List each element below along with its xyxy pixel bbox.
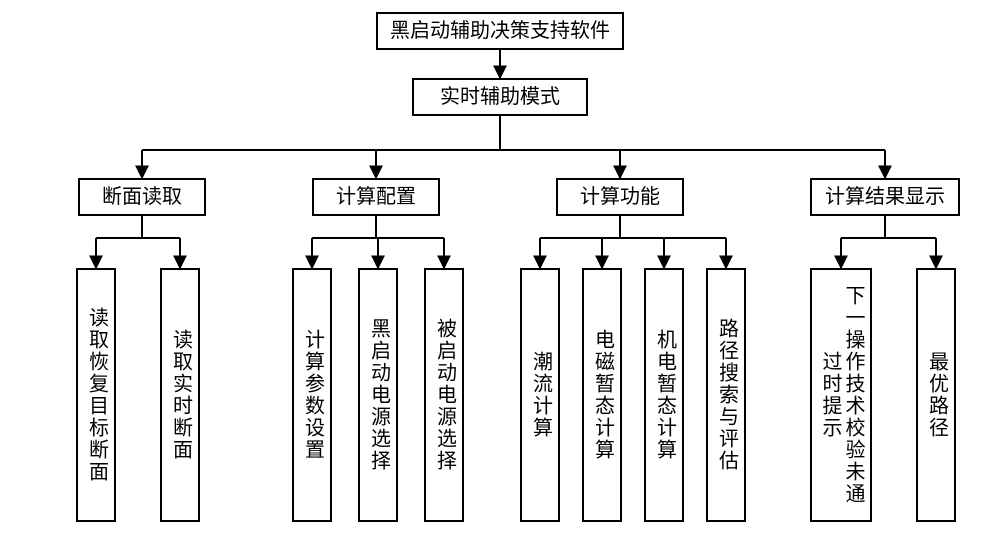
- leaf-node: 黑启动电源选择: [358, 268, 398, 522]
- leaf-node: 计算参数设置: [292, 268, 332, 522]
- leaf-node: 读取恢复目标断面: [76, 268, 116, 522]
- branch-node: 断面读取: [78, 178, 206, 216]
- root-node: 黑启动辅助决策支持软件: [376, 12, 624, 50]
- leaf-node: 机电暂态计算: [644, 268, 684, 522]
- branch-node: 计算结果显示: [810, 178, 960, 216]
- leaf-node: 潮流计算: [520, 268, 560, 522]
- leaf-node: 下一操作技术校验未通过时提示: [810, 268, 872, 522]
- leaf-node: 被启动电源选择: [424, 268, 464, 522]
- leaf-node: 路径搜索与评估: [706, 268, 746, 522]
- branch-node: 计算功能: [556, 178, 684, 216]
- leaf-node: 电磁暂态计算: [582, 268, 622, 522]
- branch-node: 计算配置: [312, 178, 440, 216]
- leaf-node: 读取实时断面: [160, 268, 200, 522]
- leaf-node: 最优路径: [916, 268, 956, 522]
- mode-node: 实时辅助模式: [412, 78, 588, 116]
